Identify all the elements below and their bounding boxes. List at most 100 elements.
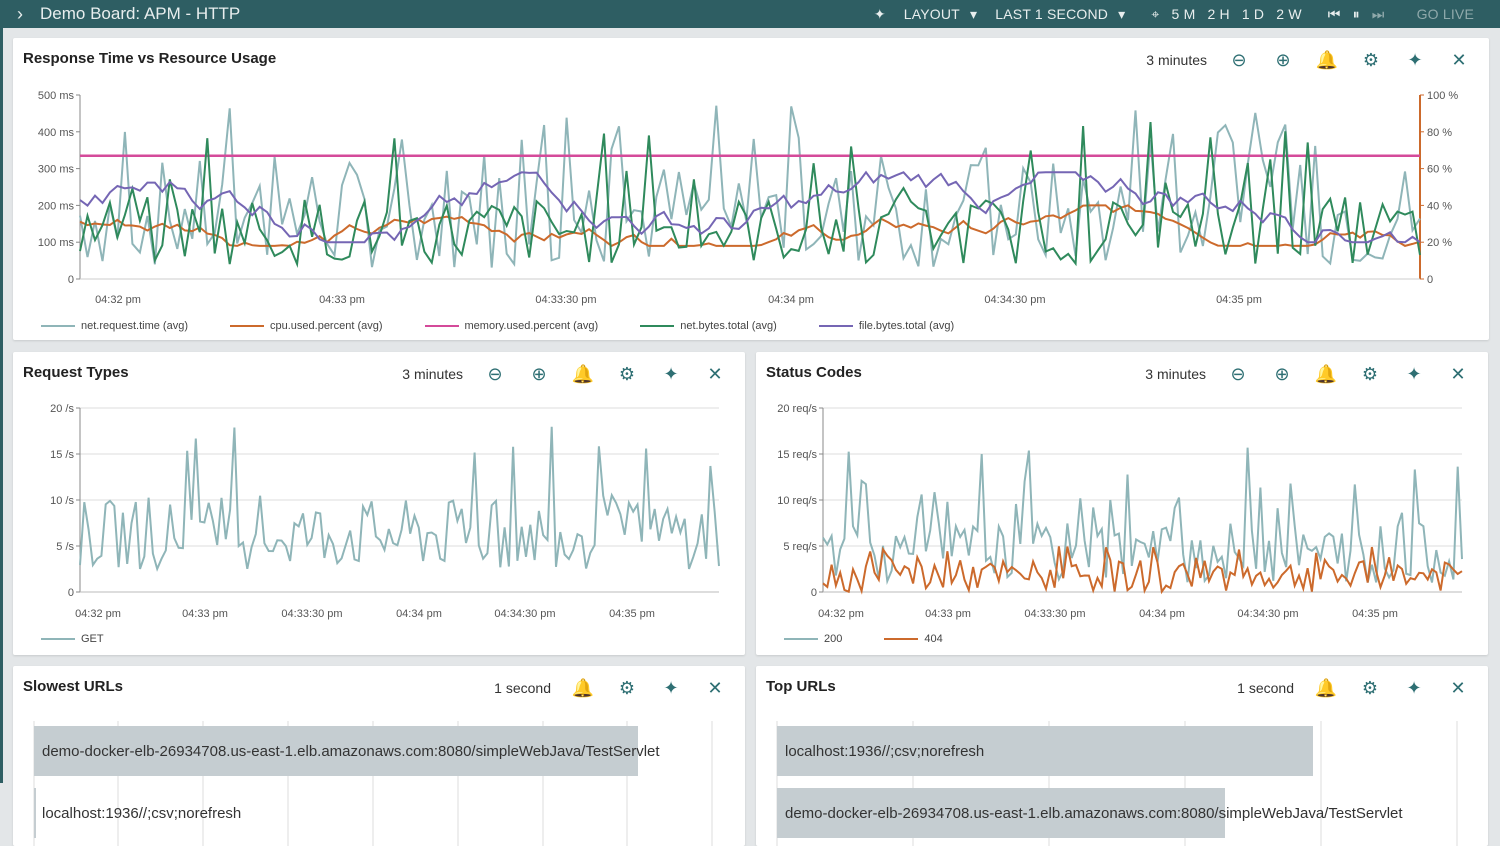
legend-item[interactable]: file.bytes.total (avg): [818, 320, 954, 332]
y-tick-label: 300 ms: [38, 164, 75, 176]
panel-title: Request Types: [23, 364, 129, 381]
panel-range[interactable]: 3 minutes: [1146, 52, 1207, 68]
url-row[interactable]: demo-docker-elb-26934708.us-east-1.elb.a…: [42, 742, 660, 760]
collapse-icon[interactable]: ✦: [1406, 677, 1422, 698]
panel-range[interactable]: 1 second: [1237, 680, 1294, 696]
zoom-in-icon[interactable]: ⊕: [531, 363, 547, 384]
zoom-out-icon[interactable]: ⊖: [1230, 363, 1246, 384]
legend-item[interactable]: net.request.time (avg): [41, 320, 188, 332]
alert-bell-icon[interactable]: 🔔: [1315, 49, 1339, 70]
y-tick-label: 100 ms: [38, 237, 75, 249]
legend-item[interactable]: GET: [41, 633, 104, 645]
x-tick-label: 04:32 pm: [95, 294, 141, 306]
legend-label: 404: [924, 633, 943, 645]
status-chart: 20 req/s 15 req/s 10 req/s 5 req/s 004:32 pm…: [777, 403, 1463, 620]
gear-icon[interactable]: ⚙: [618, 363, 636, 384]
compact-layout-icon[interactable]: ✦: [873, 5, 886, 22]
collapse-icon[interactable]: ✦: [663, 677, 679, 698]
x-tick-label: 04:35 pm: [1216, 294, 1262, 306]
panel-toolbar: 1 second 🔔 ⚙ ✦ ✕: [494, 674, 737, 702]
close-icon[interactable]: ✕: [707, 363, 723, 384]
x-tick-label: 04:35 pm: [1352, 608, 1398, 620]
collapse-icon[interactable]: ✦: [1407, 49, 1423, 70]
panel-title: Response Time vs Resource Usage: [23, 50, 277, 67]
legend-label: net.bytes.total (avg): [680, 320, 777, 332]
y-tick-label: 0: [1427, 274, 1433, 286]
legend-item[interactable]: 404: [884, 633, 943, 645]
close-icon[interactable]: ✕: [707, 677, 723, 698]
alert-bell-icon[interactable]: 🔔: [1314, 363, 1338, 384]
bar: [777, 726, 1313, 776]
legend-item[interactable]: memory.used.percent (avg): [424, 320, 598, 332]
y-tick-label: 0: [811, 587, 817, 599]
panel-range[interactable]: 3 minutes: [402, 366, 463, 382]
layout-menu[interactable]: LAYOUT ▾: [903, 5, 978, 22]
skip-back-icon[interactable]: ⏮: [1327, 5, 1341, 22]
collapse-icon[interactable]: ✦: [1406, 363, 1422, 384]
close-icon[interactable]: ✕: [1450, 363, 1466, 384]
range-2w[interactable]: 2 W: [1276, 6, 1302, 22]
series-line-get: [79, 426, 720, 572]
y-tick-label: 40 %: [1427, 200, 1452, 212]
panel-status-codes: Status Codes 3 minutes ⊖ ⊕ 🔔 ⚙ ✦ ✕ 20 re…: [756, 352, 1488, 655]
legend-item[interactable]: net.bytes.total (avg): [640, 320, 777, 332]
url-row[interactable]: demo-docker-elb-26934708.us-east-1.elb.a…: [785, 804, 1403, 822]
panel-range[interactable]: 3 minutes: [1145, 366, 1206, 382]
panel-toolbar: 1 second 🔔 ⚙ ✦ ✕: [1237, 674, 1480, 702]
panel-response-time: Response Time vs Resource Usage 3 minute…: [13, 38, 1489, 340]
close-icon[interactable]: ✕: [1450, 677, 1466, 698]
alert-bell-icon[interactable]: 🔔: [571, 677, 595, 698]
time-menu[interactable]: LAST 1 SECOND ▾: [995, 5, 1126, 22]
y-tick-label: 15 /s: [50, 449, 74, 461]
time-controls: ✦ LAYOUT ▾ LAST 1 SECOND ▾ ⌖ 5 M 2 H 1 D…: [868, 0, 1500, 28]
layout-label: LAYOUT: [903, 5, 960, 22]
y-tick-label: 100 %: [1427, 90, 1458, 102]
x-tick-label: 04:34:30 pm: [984, 294, 1045, 306]
x-tick-label: 04:34:30 pm: [494, 608, 555, 620]
gear-icon[interactable]: ⚙: [1361, 677, 1379, 698]
skip-forward-icon[interactable]: ⏭: [1371, 5, 1385, 22]
x-tick-label: 04:34 pm: [768, 294, 814, 306]
request-legend: GET: [41, 633, 146, 645]
y-tick-label: 15 req/s: [777, 449, 817, 461]
zoom-out-icon[interactable]: ⊖: [487, 363, 503, 384]
y-tick-label: 5 /s: [56, 541, 74, 553]
collapse-icon[interactable]: ✦: [663, 363, 679, 384]
legend-item[interactable]: cpu.used.percent (avg): [230, 320, 383, 332]
series-line-404: [822, 546, 1463, 595]
zoom-in-icon[interactable]: ⊕: [1275, 49, 1291, 70]
zoom-out-icon[interactable]: ⊖: [1231, 49, 1247, 70]
x-tick-label: 04:35 pm: [609, 608, 655, 620]
url-row[interactable]: localhost:1936//;csv;norefresh: [785, 742, 985, 760]
pause-icon[interactable]: ⏸: [1352, 5, 1360, 22]
y-tick-label: 200 ms: [38, 200, 75, 212]
x-tick-label: 04:33 pm: [925, 608, 971, 620]
gear-icon[interactable]: ⚙: [618, 677, 636, 698]
y-tick-label: 5 req/s: [783, 541, 817, 553]
panel-request-types: Request Types 3 minutes ⊖ ⊕ 🔔 ⚙ ✦ ✕ 20 /…: [13, 352, 745, 655]
legend-item[interactable]: 200: [784, 633, 842, 645]
crosshair-icon[interactable]: ⌖: [1151, 5, 1160, 22]
range-2h[interactable]: 2 H: [1207, 6, 1230, 22]
range-1d[interactable]: 1 D: [1241, 6, 1265, 22]
x-tick-label: 04:33:30 pm: [535, 294, 596, 306]
panel-toolbar: 3 minutes ⊖ ⊕ 🔔 ⚙ ✦ ✕: [1146, 46, 1481, 74]
panel-title: Top URLs: [766, 678, 836, 695]
close-icon[interactable]: ✕: [1451, 49, 1467, 70]
range-5m[interactable]: 5 M: [1171, 6, 1196, 22]
gear-icon[interactable]: ⚙: [1361, 363, 1379, 384]
time-label: LAST 1 SECOND: [995, 5, 1109, 22]
url-row[interactable]: localhost:1936//;csv;norefresh: [42, 804, 242, 822]
zoom-in-icon[interactable]: ⊕: [1274, 363, 1290, 384]
legend-label: cpu.used.percent (avg): [270, 320, 383, 332]
legend-label: 200: [824, 633, 843, 645]
go-live-button[interactable]: GO LIVE: [1416, 6, 1474, 22]
panel-range[interactable]: 1 second: [494, 680, 551, 696]
expand-sidebar-icon[interactable]: ›: [17, 3, 23, 24]
gear-icon[interactable]: ⚙: [1362, 49, 1380, 70]
alert-bell-icon[interactable]: 🔔: [1314, 677, 1338, 698]
y-tick-label: 20 req/s: [777, 403, 817, 415]
alert-bell-icon[interactable]: 🔔: [571, 363, 595, 384]
y-tick-label: 10 /s: [50, 495, 74, 507]
x-tick-label: 04:33:30 pm: [1024, 608, 1085, 620]
